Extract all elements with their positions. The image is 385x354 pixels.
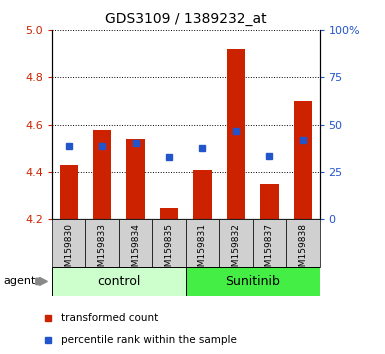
- Text: percentile rank within the sample: percentile rank within the sample: [62, 335, 237, 345]
- Text: GSM159838: GSM159838: [298, 223, 307, 278]
- Bar: [52, 219, 85, 267]
- Text: GSM159837: GSM159837: [265, 223, 274, 278]
- Title: GDS3109 / 1389232_at: GDS3109 / 1389232_at: [105, 12, 266, 26]
- Bar: [186, 219, 219, 267]
- Bar: [52, 267, 186, 296]
- Text: Sunitinib: Sunitinib: [225, 275, 280, 288]
- Bar: [186, 267, 320, 296]
- Text: GSM159831: GSM159831: [198, 223, 207, 278]
- Bar: [286, 219, 320, 267]
- Bar: [193, 170, 212, 219]
- Text: control: control: [97, 275, 141, 288]
- Text: GSM159834: GSM159834: [131, 223, 140, 278]
- Text: GSM159835: GSM159835: [164, 223, 174, 278]
- Bar: [294, 101, 312, 219]
- Bar: [253, 219, 286, 267]
- Bar: [152, 219, 186, 267]
- Bar: [227, 49, 245, 219]
- Bar: [60, 165, 78, 219]
- Text: GSM159833: GSM159833: [98, 223, 107, 278]
- Text: transformed count: transformed count: [62, 313, 159, 323]
- Text: GSM159832: GSM159832: [231, 223, 241, 278]
- Text: GSM159830: GSM159830: [64, 223, 73, 278]
- Bar: [260, 184, 279, 219]
- Bar: [119, 219, 152, 267]
- Bar: [219, 219, 253, 267]
- Bar: [126, 139, 145, 219]
- Text: agent: agent: [4, 276, 36, 286]
- Bar: [160, 208, 178, 219]
- Bar: [85, 219, 119, 267]
- Bar: [93, 130, 111, 219]
